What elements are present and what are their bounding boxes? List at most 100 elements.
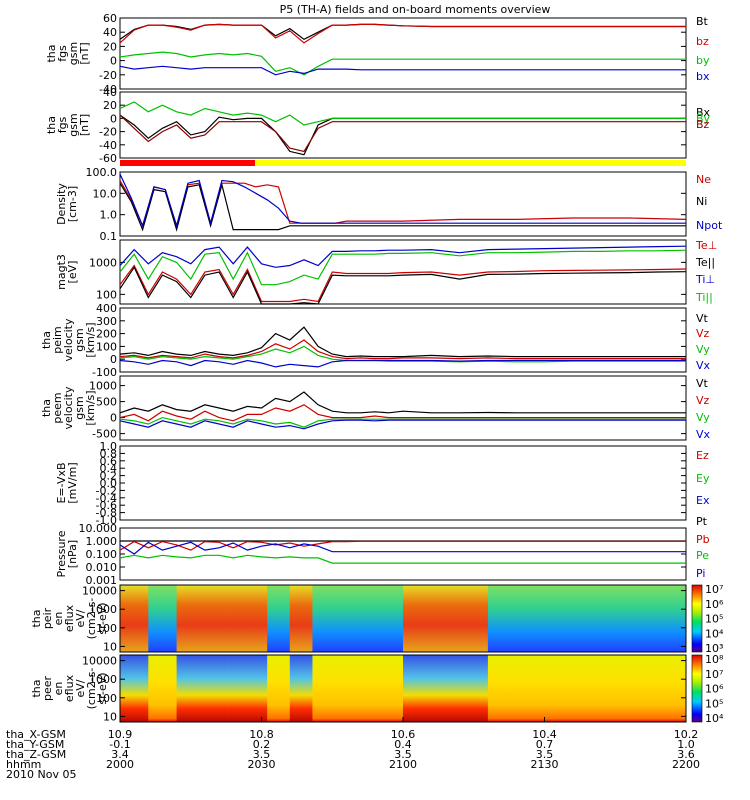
legend-label: Npot — [696, 219, 723, 232]
colorbar-tick-label: 10⁵ — [705, 613, 723, 626]
y-tick-label: -20 — [99, 69, 117, 82]
legend-label: bz — [696, 35, 709, 48]
legend-label: Ti|| — [695, 291, 713, 304]
y-axis-label: [nT] — [78, 42, 91, 64]
y-axis-label: gsm — [73, 396, 86, 419]
y-axis-label: tha — [40, 399, 53, 417]
colorbar-tick-label: 10⁵ — [705, 697, 723, 710]
legend-label: Pi — [696, 567, 705, 580]
colorbar-tick-label: 10⁷ — [705, 583, 723, 596]
spectrogram-active-band — [227, 655, 268, 722]
series-line-by — [119, 51, 686, 76]
y-axis-label: peim — [51, 326, 64, 354]
y-tick-label: 0.010 — [86, 561, 118, 574]
y-axis-label: tha — [45, 44, 58, 62]
y-tick-label: 400 — [96, 302, 117, 315]
y-tick-label: 0 — [110, 112, 117, 125]
y-tick-label: -20 — [99, 126, 117, 139]
panel-frame — [119, 91, 687, 159]
legend-label: Vt — [696, 312, 709, 325]
y-axis-label: sr-eV) — [96, 602, 109, 634]
series-line-bx — [119, 65, 686, 76]
y-tick-label: 0.1 — [100, 230, 118, 243]
y-tick-label: -0.2 — [96, 484, 117, 497]
y-axis-label: Density — [55, 183, 68, 225]
y-axis-label: velocity — [62, 318, 75, 361]
y-tick-label: 0.001 — [86, 574, 118, 587]
axis-row-value: 3.5 — [536, 748, 554, 761]
y-tick-label: 100 — [96, 692, 117, 705]
y-axis-label: eflux — [63, 604, 76, 632]
legend-label: Ex — [696, 494, 710, 507]
axis-row-value: 3.6 — [677, 748, 695, 761]
colorbar-tick-label: 10³ — [705, 642, 723, 655]
y-tick-label: -0.8 — [96, 507, 117, 520]
legend-label: Vx — [696, 428, 711, 441]
y-tick-label: 300 — [96, 315, 117, 328]
series-line-pe — [119, 554, 686, 564]
y-tick-label: 10 — [103, 710, 117, 723]
legend-label: Vx — [696, 359, 711, 372]
legend-label: Ti⊥ — [695, 273, 715, 286]
legend-label: Vz — [696, 394, 710, 407]
y-axis-label: (cm2-s- — [85, 668, 98, 710]
y-tick-label: -40 — [99, 139, 117, 152]
legend-label: Te|| — [695, 256, 715, 269]
panel-3: 0.1 1.0 10.0 100.0 Density[cm-3] Ne Ni Npot — [55, 166, 723, 243]
y-axis-label: magt3 — [55, 254, 68, 290]
figure-title: P5 (TH-A) fields and on-board moments ov… — [280, 3, 551, 16]
panel-frame — [119, 17, 687, 90]
legend-label: Pt — [696, 515, 708, 528]
spectrogram-active-band — [289, 585, 313, 652]
colorbar-tick-label: 10⁸ — [705, 653, 724, 666]
axis-row-value: 1.0 — [677, 738, 695, 751]
legend-label: Te⊥ — [695, 239, 717, 252]
spectrogram-active-band — [176, 655, 228, 722]
y-axis-label: gsm — [73, 328, 86, 351]
axis-row-value: 10.4 — [532, 728, 557, 741]
y-axis-label: (cm2-s- — [85, 598, 98, 640]
axis-row-label: tha_X-GSM — [6, 728, 66, 741]
y-tick-label: -40 — [99, 83, 117, 96]
y-axis-label: eflux — [63, 674, 76, 702]
y-tick-label: 1000 — [89, 603, 117, 616]
y-axis-label: tha — [45, 116, 58, 134]
series-line-ti — [119, 245, 687, 268]
colorbar-tick-label: 10⁷ — [705, 668, 723, 681]
y-axis-label: [nPa] — [66, 540, 79, 568]
panel-frame — [119, 375, 687, 441]
axis-row-value: 3.4 — [111, 748, 129, 761]
series-line-ti — [119, 249, 687, 286]
y-axis-label: tha — [30, 679, 43, 697]
y-tick-label: 0 — [110, 412, 117, 425]
axis-row-value: 10.9 — [108, 728, 133, 741]
legend-label: Bt — [696, 15, 709, 28]
legend-label: By — [696, 112, 711, 125]
y-axis-label: fgs — [56, 45, 69, 62]
y-tick-label: 200 — [96, 328, 117, 341]
axis-row-value: 2100 — [389, 758, 417, 771]
y-tick-label: 10000 — [82, 585, 117, 598]
series-line-npot — [119, 173, 686, 228]
colorbar-tick-label: 10⁶ — [705, 683, 724, 696]
panel-frame — [119, 445, 687, 521]
y-tick-label: 0.4 — [100, 462, 118, 475]
axis-row-value: -0.1 — [109, 738, 130, 751]
y-axis-label: peer — [41, 676, 54, 702]
spectrogram-active-band — [403, 585, 488, 652]
axis-row-label: tha_Z-GSM — [6, 748, 66, 761]
series-line-ni — [119, 182, 686, 232]
y-tick-label: -500 — [92, 428, 117, 441]
y-axis-label: fgs — [56, 116, 69, 133]
axis-row-value: 10.8 — [249, 728, 274, 741]
y-tick-label: 1000 — [89, 380, 117, 393]
colorbar — [691, 654, 703, 723]
region-bar-segment — [120, 160, 255, 166]
panel-frame — [119, 307, 687, 373]
colorbar-tick-label: 10⁴ — [705, 712, 724, 725]
